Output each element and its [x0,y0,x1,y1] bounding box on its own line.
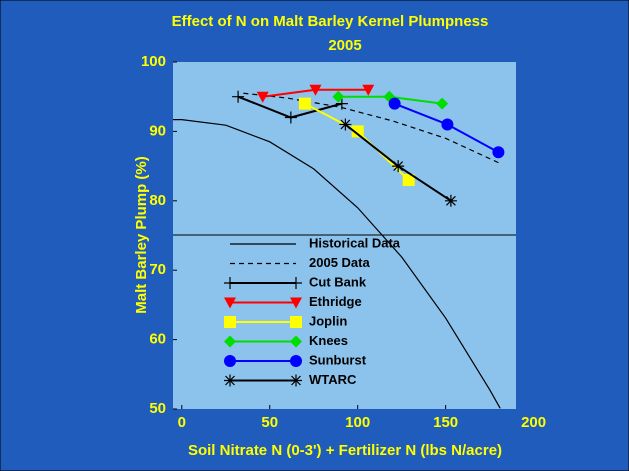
legend-marker [290,316,302,328]
x-tick-label: 200 [521,414,546,431]
legend-label: 2005 Data [309,255,370,270]
marker [388,97,401,110]
series-line [243,92,499,164]
legend-marker [224,297,236,309]
marker [332,90,345,103]
marker [339,118,352,131]
x-tick-label: 0 [178,414,186,431]
legend-label: Historical Data [309,235,401,250]
legend-label: Knees [309,333,348,348]
marker [392,160,405,173]
legend-label: Cut Bank [309,274,367,289]
marker [309,84,322,96]
legend-marker [290,335,302,348]
legend-label: Sunburst [309,352,367,367]
x-tick-label: 100 [345,414,370,431]
legend-marker [290,374,302,387]
legend-marker [224,316,236,328]
y-tick-label: 70 [149,261,166,278]
marker [436,97,449,110]
y-tick-label: 80 [149,192,166,209]
y-tick-label: 90 [149,122,166,139]
y-tick-label: 60 [149,331,166,348]
legend-marker [224,335,236,348]
marker [402,173,415,186]
marker [441,118,454,131]
legend-marker [224,277,236,289]
chart-title: Effect of N on Malt Barley Kernel Plumpn… [172,13,489,30]
marker [444,194,457,207]
marker [284,111,297,124]
x-tick-label: 150 [433,414,458,431]
legend-marker [290,277,302,289]
legend-marker [290,297,302,309]
legend-marker [224,374,236,387]
marker [335,97,348,110]
x-tick-label: 50 [261,414,278,431]
marker [492,146,505,159]
legend-marker [290,355,302,367]
chart-subtitle: 2005 [328,37,361,54]
marker [256,91,269,103]
marker [351,125,364,138]
y-axis-label: Malt Barley Plump (%) [133,156,150,314]
legend-marker [224,355,236,367]
y-tick-label: 50 [149,400,166,417]
marker [362,84,375,96]
legend-label: Ethridge [309,294,362,309]
legend-label: Joplin [309,313,347,328]
series-line [173,119,501,409]
marker [232,90,245,103]
marker [298,97,311,110]
y-tick-label: 100 [141,53,166,70]
legend-label: WTARC [309,372,357,387]
x-axis-label: Soil Nitrate N (0-3') + Fertilizer N (lb… [188,442,502,459]
